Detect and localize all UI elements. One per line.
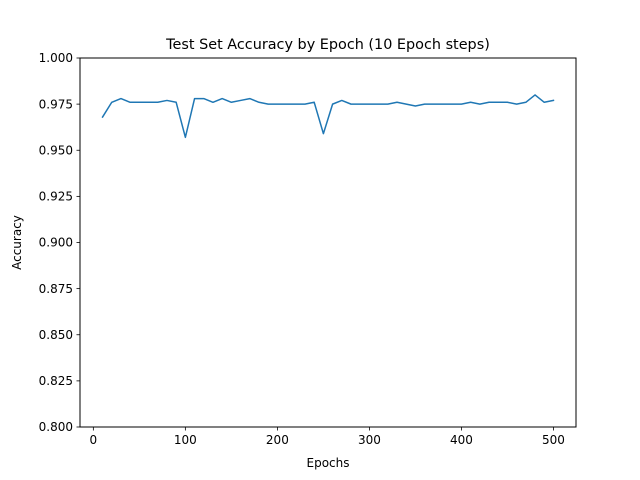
data-point <box>459 102 463 106</box>
data-point <box>137 100 141 104</box>
data-point <box>478 102 482 106</box>
y-tick-label: 0.825 <box>39 374 73 388</box>
series-line <box>101 94 555 139</box>
x-tick-label: 400 <box>450 433 473 447</box>
data-point <box>533 93 537 97</box>
data-point <box>505 100 509 104</box>
x-tick-label: 0 <box>90 433 98 447</box>
data-point <box>367 102 371 106</box>
x-axis-label: Epochs <box>307 456 350 470</box>
data-point <box>487 100 491 104</box>
y-tick-label: 0.875 <box>39 282 73 296</box>
data-point <box>542 100 546 104</box>
data-point <box>395 100 399 104</box>
data-point <box>257 100 261 104</box>
plot-area <box>101 93 555 139</box>
data-point <box>331 102 335 106</box>
x-axis: 0 100 200 300 400 500 <box>90 427 565 447</box>
data-point <box>193 97 197 101</box>
data-point <box>377 102 381 106</box>
data-point <box>101 115 105 119</box>
data-point <box>110 100 114 104</box>
y-tick-label: 0.850 <box>39 328 73 342</box>
data-point <box>312 100 316 104</box>
y-tick-label: 0.800 <box>39 420 73 434</box>
data-point <box>266 102 270 106</box>
x-tick-label: 300 <box>358 433 381 447</box>
y-tick-label: 0.925 <box>39 190 73 204</box>
data-point <box>340 98 344 102</box>
x-tick-label: 200 <box>266 433 289 447</box>
data-point <box>174 100 178 104</box>
y-tick-label: 0.900 <box>39 236 73 250</box>
data-point <box>469 100 473 104</box>
data-point <box>183 135 187 139</box>
y-axis-label: Accuracy <box>10 215 24 270</box>
data-point <box>294 102 298 106</box>
y-axis: 0.800 0.825 0.850 0.875 0.900 0.925 0.950 0.975… <box>39 51 80 434</box>
data-point <box>156 100 160 104</box>
data-point <box>248 97 252 101</box>
data-point <box>404 102 408 106</box>
y-tick-label: 0.975 <box>39 97 73 111</box>
data-point <box>450 102 454 106</box>
data-point <box>524 100 528 104</box>
x-tick-label: 100 <box>174 433 197 447</box>
data-point <box>413 104 417 108</box>
data-point <box>285 102 289 106</box>
data-point <box>165 98 169 102</box>
data-point <box>358 102 362 106</box>
data-point <box>432 102 436 106</box>
data-point <box>321 132 325 136</box>
y-tick-label: 0.950 <box>39 143 73 157</box>
data-point <box>239 98 243 102</box>
data-point <box>303 102 307 106</box>
y-tick-label: 1.000 <box>39 51 73 65</box>
data-point <box>211 100 215 104</box>
data-point <box>119 97 123 101</box>
data-point <box>275 102 279 106</box>
data-point <box>229 100 233 104</box>
data-point <box>128 100 132 104</box>
data-point <box>386 102 390 106</box>
data-point <box>147 100 151 104</box>
data-point <box>220 97 224 101</box>
x-tick-label: 500 <box>542 433 565 447</box>
data-point <box>515 102 519 106</box>
data-point <box>423 102 427 106</box>
data-point <box>349 102 353 106</box>
chart-title: Test Set Accuracy by Epoch (10 Epoch ste… <box>165 37 490 53</box>
data-point <box>441 102 445 106</box>
data-point <box>551 98 555 102</box>
data-point <box>496 100 500 104</box>
data-point <box>202 97 206 101</box>
